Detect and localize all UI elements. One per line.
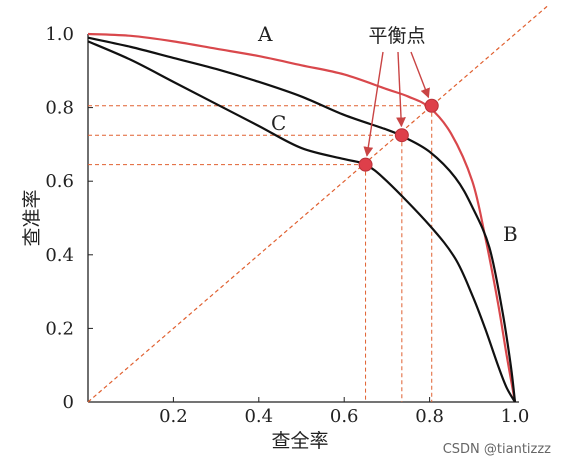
break-even-points	[358, 98, 439, 172]
y-axis-title: 查准率	[21, 189, 43, 246]
break-even-point	[394, 128, 409, 143]
x-tick-label: 0.4	[244, 406, 273, 427]
annotation-arrows	[363, 51, 430, 157]
series-label-b: B	[503, 222, 518, 246]
series-line-c	[87, 40, 516, 403]
y-tick-label: 0.4	[45, 245, 74, 266]
x-tick-label: 0.8	[415, 406, 444, 427]
y-tick-label: 0	[63, 392, 74, 413]
guide-lines	[88, 105, 433, 402]
annotation-arrow	[396, 51, 406, 128]
break-even-point	[358, 157, 373, 172]
break-even-point	[424, 98, 439, 113]
x-tick-label: 0.6	[330, 406, 359, 427]
break-even-annotation: 平衡点	[368, 25, 425, 47]
y-tick-label: 0.6	[45, 171, 74, 192]
annotation-arrow	[363, 51, 384, 157]
y-tick-label: 0.2	[45, 318, 74, 339]
watermark-text: CSDN @tiantizzz	[442, 442, 551, 457]
diagonal-line	[87, 4, 550, 403]
diagonal-line-group	[87, 4, 550, 403]
x-tick-label: 1.0	[501, 406, 530, 427]
y-tick-label: 0.8	[45, 98, 74, 119]
annotation-arrow	[410, 51, 430, 99]
x-tick-label: 0.2	[159, 406, 188, 427]
tick-labels: 0.2 0.4 0.6 0.8 1.0 0 0.2 0.4 0.6 0.8 1.0	[45, 24, 529, 427]
series-label-c: C	[271, 111, 286, 135]
series-label-a: A	[257, 22, 273, 46]
y-tick-label: 1.0	[45, 24, 74, 45]
x-axis-title: 查全率	[271, 430, 328, 452]
